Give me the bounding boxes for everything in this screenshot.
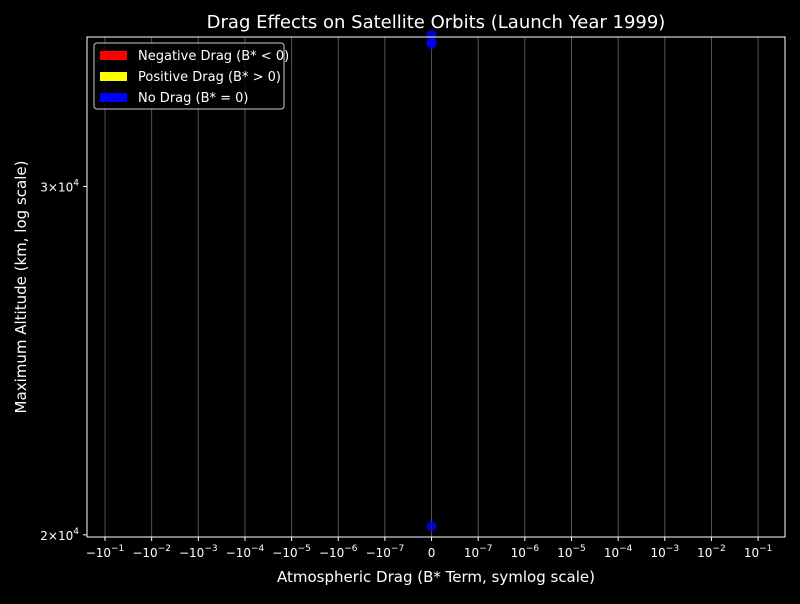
x-ticks: −10−1 −10−2 −10−3 −10−4 −10−5 −10−6 −10−7 0 10−7…: [86, 537, 773, 560]
chart-title: Drag Effects on Satellite Orbits (Launch…: [207, 12, 666, 33]
x-tick-label: 10−7: [464, 544, 493, 560]
x-tick-label: −10−5: [272, 544, 311, 560]
legend-swatch-no-drag: [100, 93, 127, 102]
x-tick-label: 0: [428, 546, 436, 560]
x-tick-label: 10−4: [604, 544, 633, 560]
legend-box: [93, 42, 285, 110]
x-tick-label: 10−3: [651, 544, 680, 560]
y-ticks: 3×104 2×104: [40, 178, 87, 543]
x-tick-label: −10−6: [319, 544, 358, 560]
data-point: [426, 39, 437, 50]
y-axis-label: Maximum Altitude (km, log scale): [12, 161, 30, 414]
x-tick-label: 10−2: [697, 544, 726, 560]
legend-swatch-negative: [100, 51, 127, 60]
x-axis-label: Atmospheric Drag (B* Term, symlog scale): [277, 568, 595, 586]
points-layer: [426, 29, 437, 532]
x-tick-label: −10−7: [366, 544, 405, 560]
x-tick-label: −10−2: [132, 544, 171, 560]
y-tick-label: 2×104: [40, 527, 79, 543]
x-tick-label: −10−3: [179, 544, 218, 560]
x-tick-label: 10−5: [557, 544, 586, 560]
legend-swatch-positive: [100, 72, 127, 81]
plot-frame: [86, 36, 786, 538]
x-tick-label: −10−1: [86, 544, 125, 560]
data-point: [426, 521, 437, 532]
x-tick-label: −10−4: [226, 544, 265, 560]
legend-label-negative: Negative Drag (B* < 0): [138, 49, 289, 64]
legend-label-no-drag: No Drag (B* = 0): [138, 91, 249, 106]
y-tick-label: 3×104: [40, 178, 79, 194]
legend-label-positive: Positive Drag (B* > 0): [138, 70, 281, 85]
x-tick-label: 10−1: [744, 544, 773, 560]
legend: Negative Drag (B* < 0) Positive Drag (B*…: [93, 42, 289, 110]
grid-layer: [104, 37, 759, 537]
x-tick-label: 10−6: [511, 544, 540, 560]
